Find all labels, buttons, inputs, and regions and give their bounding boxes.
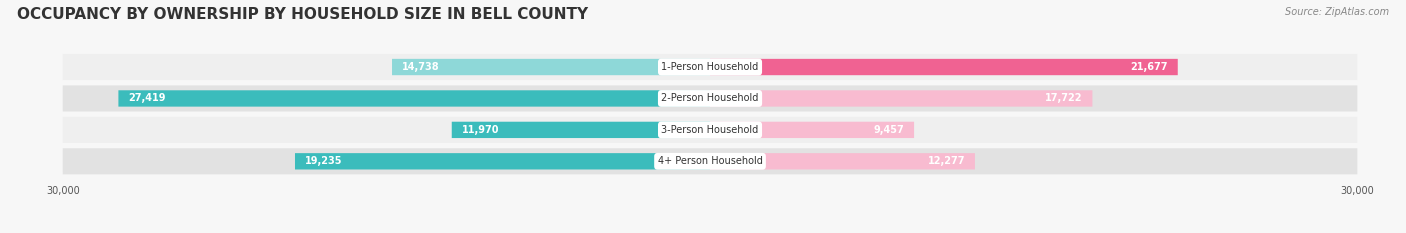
FancyBboxPatch shape [63, 86, 1357, 112]
FancyBboxPatch shape [710, 122, 914, 138]
FancyBboxPatch shape [710, 59, 1178, 75]
FancyBboxPatch shape [710, 90, 1092, 107]
Text: 4+ Person Household: 4+ Person Household [658, 156, 762, 166]
Text: 3-Person Household: 3-Person Household [661, 125, 759, 135]
FancyBboxPatch shape [710, 153, 974, 169]
Text: 27,419: 27,419 [128, 93, 166, 103]
FancyBboxPatch shape [451, 122, 710, 138]
Text: 19,235: 19,235 [305, 156, 342, 166]
Text: 14,738: 14,738 [402, 62, 439, 72]
Text: Source: ZipAtlas.com: Source: ZipAtlas.com [1285, 7, 1389, 17]
Text: 17,722: 17,722 [1045, 93, 1083, 103]
Text: 21,677: 21,677 [1130, 62, 1168, 72]
FancyBboxPatch shape [63, 148, 1357, 174]
Text: 1-Person Household: 1-Person Household [661, 62, 759, 72]
Text: 9,457: 9,457 [873, 125, 904, 135]
Text: 11,970: 11,970 [461, 125, 499, 135]
Text: 2-Person Household: 2-Person Household [661, 93, 759, 103]
FancyBboxPatch shape [295, 153, 710, 169]
FancyBboxPatch shape [392, 59, 710, 75]
FancyBboxPatch shape [118, 90, 710, 107]
FancyBboxPatch shape [63, 54, 1357, 80]
Text: 12,277: 12,277 [928, 156, 966, 166]
FancyBboxPatch shape [63, 117, 1357, 143]
Text: OCCUPANCY BY OWNERSHIP BY HOUSEHOLD SIZE IN BELL COUNTY: OCCUPANCY BY OWNERSHIP BY HOUSEHOLD SIZE… [17, 7, 588, 22]
